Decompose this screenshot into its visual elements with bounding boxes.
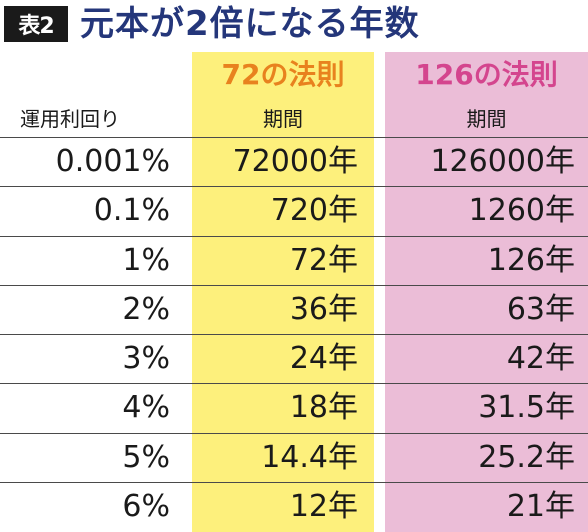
rule72-cell: 72000年 <box>232 144 358 179</box>
table-row: 4% 18年 31.5年 <box>0 383 588 432</box>
rule126-cell: 63年 <box>506 291 575 327</box>
rate-cell: 5% <box>122 439 170 475</box>
rule126-cell: 25.2年 <box>478 439 575 475</box>
page-title: 元本が2倍になる年数 <box>80 4 420 44</box>
rule72-cell: 12年 <box>289 489 358 525</box>
table-body: 0.001% 72000年 126000年 0.1% 720年 1260年 1%… <box>0 137 588 531</box>
rate-cell: 4% <box>122 390 170 426</box>
rule72-cell: 14.4年 <box>261 439 358 475</box>
rate-cell: 0.1% <box>93 193 170 229</box>
rate-cell: 3% <box>122 341 170 377</box>
rule126-cell: 31.5年 <box>478 390 575 426</box>
rule126-cell: 21年 <box>506 489 575 525</box>
rule126-cell: 126年 <box>487 242 575 278</box>
table-row: 0.001% 72000年 126000年 <box>0 137 588 186</box>
table-row: 2% 36年 63年 <box>0 284 588 334</box>
rate-cell: 2% <box>122 291 170 327</box>
rule72-column-background <box>192 52 374 532</box>
rule72-cell: 72年 <box>289 242 358 278</box>
rule72-header: 72の法則 <box>221 58 345 91</box>
rule126-header: 126の法則 <box>415 58 558 91</box>
rate-cell: 0.001% <box>55 144 170 179</box>
title-bar: 表2 元本が2倍になる年数 <box>0 0 588 52</box>
rule72-cell: 720年 <box>270 193 358 229</box>
rule126-period-header: 期間 <box>466 107 507 131</box>
rule72-cell: 18年 <box>289 390 358 426</box>
table-number-badge: 表2 <box>4 6 68 42</box>
rule72-period-header: 期間 <box>263 107 303 131</box>
rule72-cell: 24年 <box>289 341 358 377</box>
rate-cell: 6% <box>122 489 170 525</box>
rate-column-header: 運用利回り <box>20 107 120 131</box>
rule126-cell: 1260年 <box>468 193 575 229</box>
table-row: 3% 24年 42年 <box>0 334 588 383</box>
table-row: 0.1% 720年 1260年 <box>0 186 588 235</box>
rule72-cell: 36年 <box>289 291 358 327</box>
table-row: 5% 14.4年 25.2年 <box>0 432 588 482</box>
rule126-cell: 42年 <box>506 341 575 377</box>
table-row: 1% 72年 126年 <box>0 235 588 285</box>
rate-cell: 1% <box>122 242 170 278</box>
rule126-cell: 126000年 <box>430 144 575 179</box>
table-row: 6% 12年 21年 <box>0 482 588 531</box>
rule126-column-background <box>385 52 588 532</box>
